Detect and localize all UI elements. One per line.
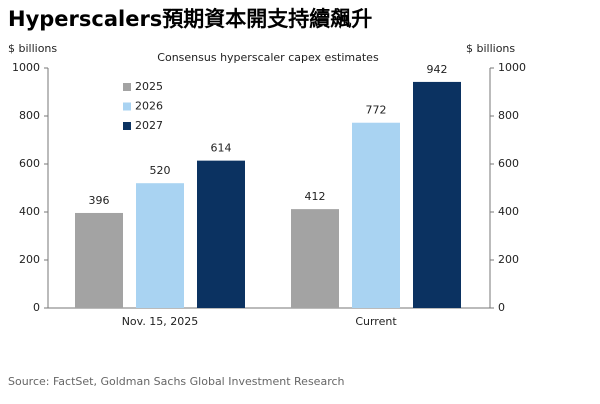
y-tick-label: 600 xyxy=(19,157,40,170)
chart-subtitle: Consensus hyperscaler capex estimates xyxy=(157,51,379,64)
source-note: Source: FactSet, Goldman Sachs Global In… xyxy=(8,375,345,388)
y-tick-label: 200 xyxy=(19,253,40,266)
legend-label: 2027 xyxy=(135,119,163,132)
y-tick-label: 1000 xyxy=(12,61,40,74)
data-label: 396 xyxy=(89,194,110,207)
bar xyxy=(413,81,461,308)
bar xyxy=(75,212,123,308)
legend-label: 2026 xyxy=(135,100,163,113)
y2-axis-label: $ billions xyxy=(466,42,515,55)
y2-tick-label: 600 xyxy=(498,157,519,170)
data-label: 520 xyxy=(150,164,171,177)
y2-tick-label: 1000 xyxy=(498,61,526,74)
chart-title: Hyperscalers預期資本開支持續飆升 xyxy=(8,7,372,31)
legend-swatch xyxy=(123,83,131,91)
legend-swatch xyxy=(123,122,131,130)
bar xyxy=(291,209,339,308)
x-tick-label: Current xyxy=(355,315,397,328)
data-label: 942 xyxy=(427,63,448,76)
y-axis-label: $ billions xyxy=(8,42,57,55)
data-label: 412 xyxy=(305,190,326,203)
y2-tick-label: 0 xyxy=(498,301,505,314)
bar xyxy=(197,160,245,308)
y-tick-label: 0 xyxy=(33,301,40,314)
y-tick-label: 400 xyxy=(19,205,40,218)
y2-tick-label: 200 xyxy=(498,253,519,266)
y2-tick-label: 400 xyxy=(498,205,519,218)
x-tick-label: Nov. 15, 2025 xyxy=(122,315,199,328)
legend-label: 2025 xyxy=(135,80,163,93)
legend-swatch xyxy=(123,102,131,111)
data-label: 772 xyxy=(366,104,387,117)
y-tick-label: 800 xyxy=(19,109,40,122)
y2-tick-label: 800 xyxy=(498,109,519,122)
bar xyxy=(136,183,184,308)
bar xyxy=(352,122,400,308)
data-label: 614 xyxy=(211,142,232,155)
